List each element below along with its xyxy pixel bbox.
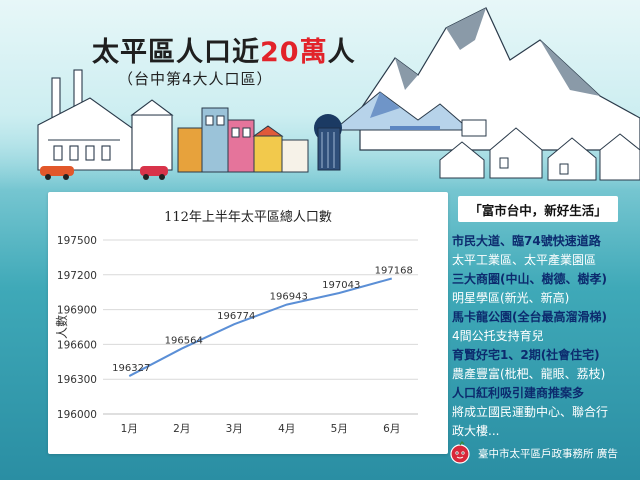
data-label: 196564 [165, 336, 203, 347]
feature-item: 明星學區(新光、新高) [452, 289, 632, 308]
city-landscape-illustration [0, 0, 640, 190]
y-tick-label: 196900 [57, 305, 97, 317]
mascot-icon [448, 441, 472, 465]
y-tick-label: 196600 [57, 339, 97, 351]
title-highlight: 20萬 [260, 37, 328, 68]
y-tick-label: 197200 [57, 270, 97, 282]
x-tick-label: 3月 [226, 423, 243, 435]
footer: 臺中市太平區戶政事務所 廣告 [448, 440, 618, 466]
footer-text: 臺中市太平區戶政事務所 廣告 [478, 446, 618, 461]
chart-panel: 112年上半年太平區總人口數 196000 196300 196600 196900 1… [48, 192, 448, 454]
page-subtitle: （台中第4大人口區） [118, 68, 273, 89]
feature-item: 政大樓... [452, 422, 632, 441]
feature-item: 4間公托支持育兒 [452, 327, 632, 346]
slogan-text: 「富市台中，新好生活」 [469, 200, 607, 219]
feature-item: 太平工業區、太平產業園區 [452, 251, 632, 270]
x-tick-label: 2月 [173, 423, 190, 435]
data-label: 196943 [270, 292, 308, 303]
data-label: 197043 [322, 280, 360, 291]
data-label: 196774 [217, 311, 255, 322]
feature-list: 市民大道、臨74號快速道路 太平工業區、太平產業園區 三大商圈(中山、樹德、樹孝) 明… [452, 232, 632, 441]
feature-item: 人口紅利吸引建商推案多 [452, 384, 632, 403]
slogan-box: 「富市台中，新好生活」 [458, 196, 618, 222]
feature-item: 將成立國民運動中心、聯合行 [452, 403, 632, 422]
population-line-chart: 196000 196300 196600 196900 197200 197500 1月 2月… [48, 192, 448, 454]
x-tick-label: 5月 [331, 423, 348, 435]
tower-illustration [314, 114, 342, 170]
feature-item: 馬卡龍公園(全台最高溜滑梯) [452, 308, 632, 327]
y-axis-label: 人數 [55, 315, 69, 339]
feature-item: 三大商圈(中山、樹德、樹孝) [452, 270, 632, 289]
page-title: 太平區人口近20萬人 [92, 30, 356, 69]
y-tick-label: 196000 [57, 409, 97, 421]
y-tick-label: 196300 [57, 374, 97, 386]
mountains-illustration [340, 8, 640, 150]
feature-item: 育賢好宅1、2期(社會住宅) [452, 346, 632, 365]
feature-item: 農產豐富(枇杷、龍眼、荔枝) [452, 365, 632, 384]
houses-illustration [178, 108, 308, 172]
x-tick-label: 1月 [121, 423, 138, 435]
x-tick-label: 6月 [383, 423, 400, 435]
x-tick-label: 4月 [278, 423, 295, 435]
series-line [129, 279, 392, 377]
feature-item: 市民大道、臨74號快速道路 [452, 232, 632, 251]
data-label: 197168 [375, 266, 413, 277]
data-label: 196327 [112, 363, 150, 374]
y-tick-label: 197500 [57, 235, 97, 247]
